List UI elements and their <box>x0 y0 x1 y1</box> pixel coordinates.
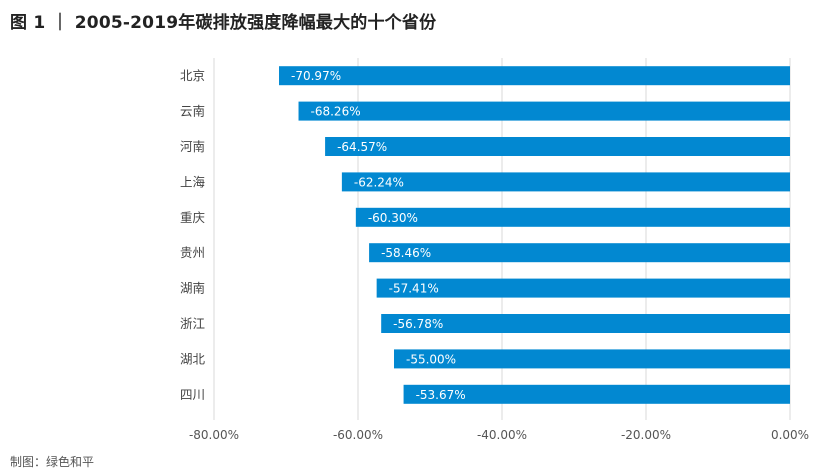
data-label: -58.46% <box>381 246 431 260</box>
bar <box>381 314 790 333</box>
bar <box>325 137 790 156</box>
x-axis-tick-labels: -80.00% -60.00% -40.00% -20.00% 0.00% <box>189 428 809 442</box>
category-label: 河南 <box>180 139 205 154</box>
bar <box>369 243 790 263</box>
category-label: 湖南 <box>180 281 205 296</box>
data-label: -57.41% <box>389 282 439 296</box>
data-label: -70.97% <box>291 69 341 83</box>
data-label: -53.67% <box>416 388 466 402</box>
x-tick-label: -20.00% <box>621 428 671 442</box>
category-label: 四川 <box>180 387 205 402</box>
x-tick-label: 0.00% <box>771 428 809 442</box>
category-label: 浙江 <box>180 316 205 331</box>
x-tick-label: -60.00% <box>333 428 383 442</box>
chart-title: 图 1 ｜ 2005-2019年碳排放强度降幅最大的十个省份 <box>10 13 437 33</box>
source-note: 制图：绿色和平 <box>10 455 95 469</box>
category-label: 重庆 <box>180 210 206 225</box>
category-label: 云南 <box>180 104 205 119</box>
category-label: 湖北 <box>180 351 206 366</box>
bar <box>341 172 790 192</box>
data-label: -56.78% <box>393 317 443 331</box>
category-label: 北京 <box>180 68 205 83</box>
bars: -70.97% -68.26% -64.57% -62.24% -60.30% -58.4… <box>279 66 790 404</box>
data-label: -55.00% <box>406 352 456 366</box>
data-label: -64.57% <box>337 140 387 154</box>
bar <box>279 66 790 86</box>
bar <box>394 349 790 369</box>
x-tick-label: -80.00% <box>189 428 239 442</box>
data-label: -68.26% <box>311 105 361 119</box>
bar <box>376 278 790 298</box>
category-label: 贵州 <box>180 245 205 260</box>
data-label: -60.30% <box>368 211 418 225</box>
bar <box>403 384 790 404</box>
bar <box>355 207 790 227</box>
x-tick-label: -40.00% <box>477 428 527 442</box>
data-label: -62.24% <box>354 175 404 189</box>
bar <box>298 101 790 121</box>
category-label: 上海 <box>180 174 206 189</box>
